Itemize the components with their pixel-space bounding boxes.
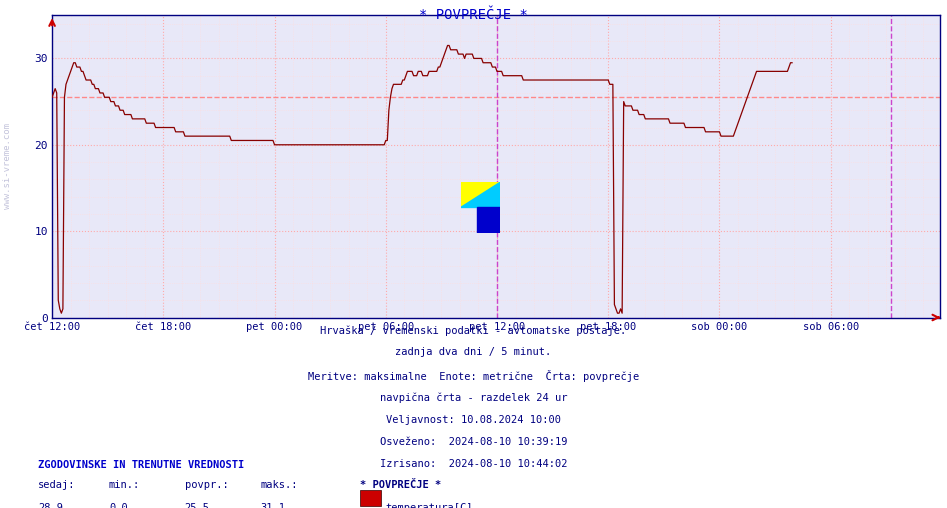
Text: Meritve: maksimalne  Enote: metrične  Črta: povprečje: Meritve: maksimalne Enote: metrične Črta… [308, 370, 639, 382]
Text: * POVPREČJE *: * POVPREČJE * [420, 8, 527, 22]
Polygon shape [476, 207, 500, 233]
Polygon shape [460, 182, 500, 207]
Text: sedaj:: sedaj: [38, 480, 76, 490]
Text: * POVPREČJE *: * POVPREČJE * [360, 480, 441, 490]
Text: 28,9: 28,9 [38, 503, 63, 508]
Text: 0,0: 0,0 [109, 503, 128, 508]
Text: Veljavnost: 10.08.2024 10:00: Veljavnost: 10.08.2024 10:00 [386, 415, 561, 425]
Text: maks.:: maks.: [260, 480, 298, 490]
Text: min.:: min.: [109, 480, 140, 490]
Text: ZGODOVINSKE IN TRENUTNE VREDNOSTI: ZGODOVINSKE IN TRENUTNE VREDNOSTI [38, 460, 244, 470]
Text: 31,1: 31,1 [260, 503, 285, 508]
Text: povpr.:: povpr.: [185, 480, 228, 490]
Text: 25,5: 25,5 [185, 503, 209, 508]
Text: Hrvaška / vremenski podatki - avtomatske postaje.: Hrvaška / vremenski podatki - avtomatske… [320, 325, 627, 336]
Text: navpična črta - razdelek 24 ur: navpična črta - razdelek 24 ur [380, 392, 567, 403]
Text: Osveženo:  2024-08-10 10:39:19: Osveženo: 2024-08-10 10:39:19 [380, 437, 567, 447]
Text: temperatura[C]: temperatura[C] [385, 503, 473, 508]
Text: zadnja dva dni / 5 minut.: zadnja dva dni / 5 minut. [396, 347, 551, 358]
Polygon shape [460, 182, 500, 207]
Text: www.si-vreme.com: www.si-vreme.com [3, 123, 12, 209]
Text: Izrisano:  2024-08-10 10:44:02: Izrisano: 2024-08-10 10:44:02 [380, 459, 567, 469]
